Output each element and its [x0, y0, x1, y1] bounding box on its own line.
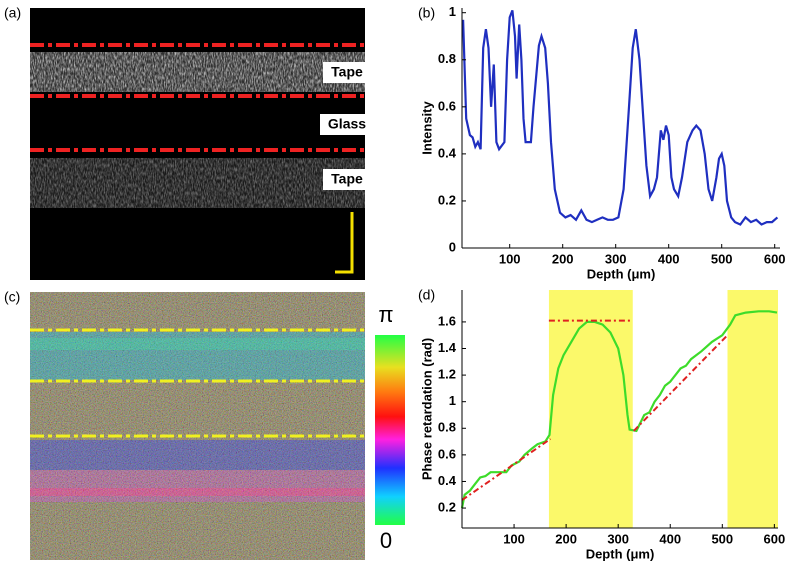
y-axis-label: Intensity	[419, 101, 434, 155]
x-tick-label: 100	[499, 251, 521, 266]
y-tick-label: 0.6	[438, 446, 456, 461]
highlight-band	[548, 290, 633, 528]
image-c	[30, 292, 405, 560]
y-tick-label: 0.2	[438, 192, 456, 207]
panel-label: (a)	[4, 5, 21, 21]
x-tick-label: 600	[764, 531, 786, 546]
x-tick-label: 300	[605, 251, 627, 266]
annotation: Tape	[331, 64, 363, 80]
fit-line	[633, 334, 729, 432]
x-tick-label: 200	[555, 531, 577, 546]
x-tick-label: 500	[711, 531, 733, 546]
x-tick-label: 400	[659, 531, 681, 546]
y-tick-label: 1	[449, 393, 456, 408]
annotation: Tape	[331, 171, 363, 187]
y-tick-label: 1	[449, 4, 456, 19]
x-tick-label: 200	[552, 251, 574, 266]
x-tick-label: 300	[607, 531, 629, 546]
x-tick-label: 100	[503, 531, 525, 546]
y-tick-label: 0.4	[438, 473, 457, 488]
x-axis-label: Depth (μm)	[587, 266, 656, 281]
y-tick-label: 1.6	[438, 313, 456, 328]
colorbar	[375, 335, 405, 525]
colorbar-label: 0	[380, 528, 392, 553]
y-tick-label: 0.4	[438, 145, 457, 160]
fit-line	[461, 438, 552, 501]
data-line	[460, 310, 778, 509]
y-tick-label: 0.8	[438, 51, 456, 66]
y-tick-label: 0.2	[438, 499, 456, 514]
x-tick-label: 500	[711, 251, 733, 266]
annotation: Glass	[328, 116, 366, 132]
panel-label: (c)	[4, 289, 20, 305]
y-tick-label: 1.2	[438, 367, 456, 382]
y-tick-label: 1.4	[438, 340, 457, 355]
colorbar-label: π	[378, 302, 393, 327]
y-tick-label: 0.6	[438, 98, 456, 113]
data-line	[462, 10, 779, 226]
x-tick-label: 600	[764, 251, 786, 266]
x-axis-label: Depth (μm)	[586, 546, 655, 561]
panel-label: (b)	[418, 5, 435, 21]
panel-label: (d)	[418, 287, 435, 303]
x-tick-label: 400	[658, 251, 680, 266]
image-a: Tape Glass Tape	[30, 8, 374, 280]
y-tick-label: 0.8	[438, 420, 456, 435]
y-axis-label: Phase retardation (rad)	[419, 338, 434, 480]
y-tick-label: 0	[449, 239, 456, 254]
highlight-band	[727, 290, 778, 528]
